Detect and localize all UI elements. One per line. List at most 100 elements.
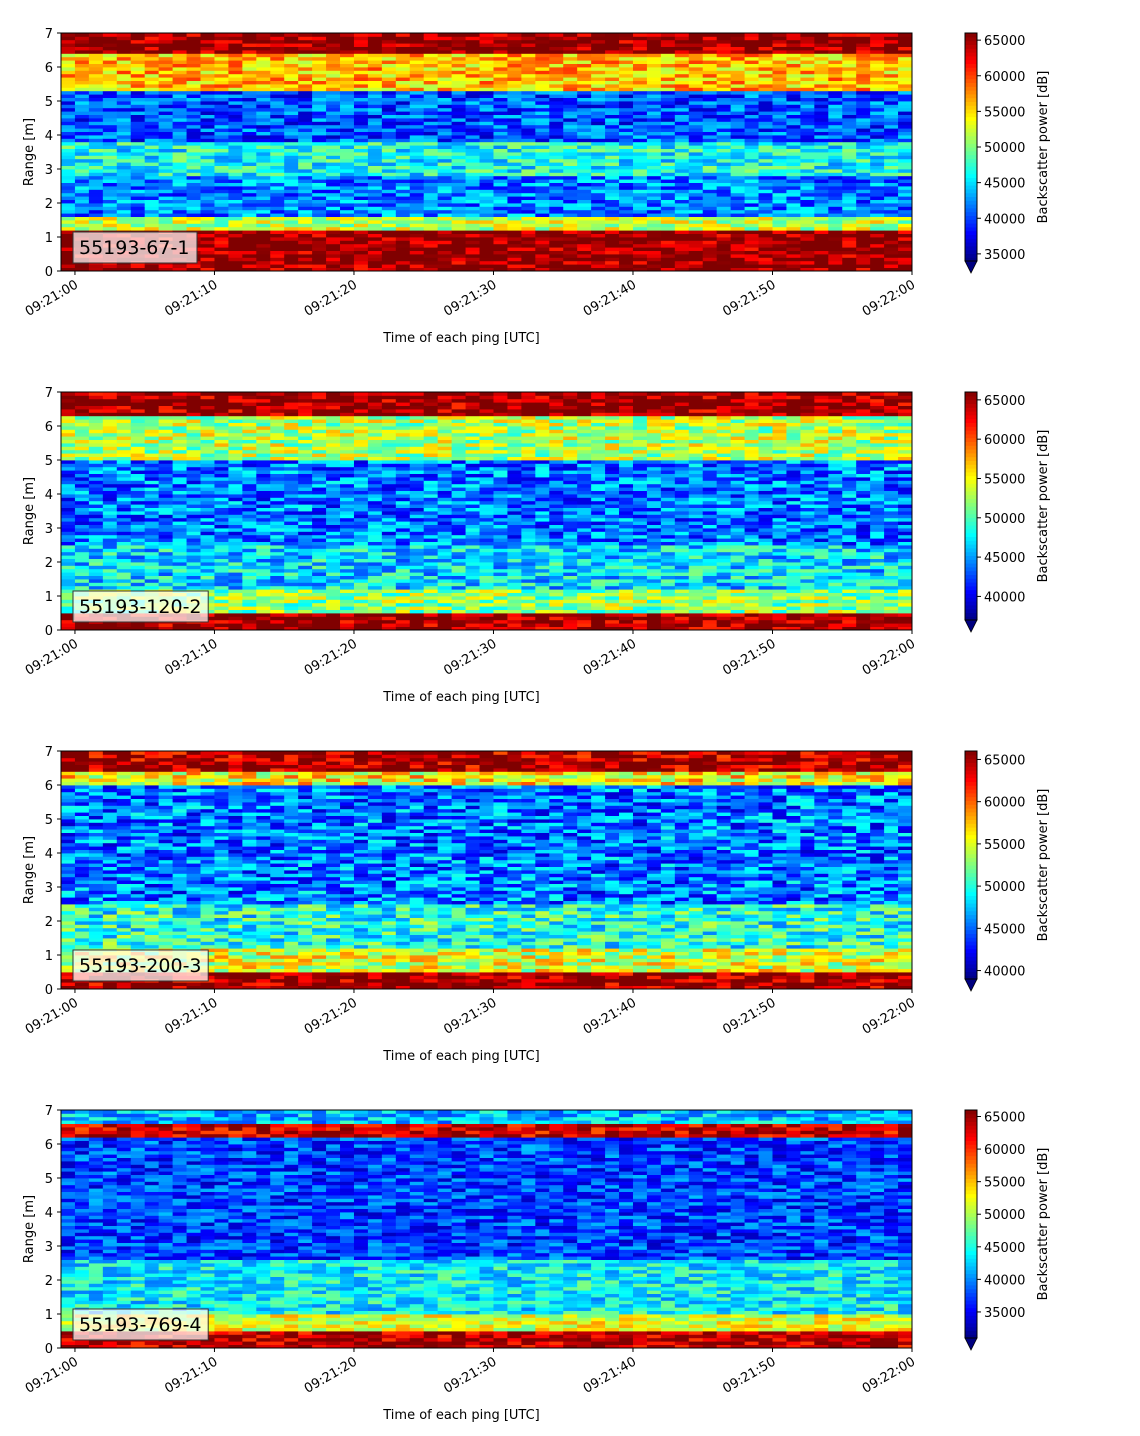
heatmap-cell [786, 155, 801, 160]
heatmap-cell [158, 507, 174, 512]
heatmap-cell [116, 158, 132, 163]
heatmap-cell [591, 260, 606, 265]
heatmap-cell [619, 63, 634, 68]
heatmap-cell [395, 50, 411, 54]
heatmap-cell [660, 138, 676, 143]
heatmap-cell [842, 158, 857, 163]
heatmap-cell [549, 114, 564, 119]
heatmap-cell [158, 121, 174, 126]
heatmap-cell [116, 182, 132, 187]
heatmap-cell [256, 124, 271, 129]
heatmap-cell [74, 500, 90, 505]
heatmap-cell [284, 118, 299, 122]
heatmap-cell [716, 165, 732, 170]
heatmap-cell [535, 169, 550, 173]
heatmap-cell [898, 192, 912, 197]
heatmap-cell [688, 165, 704, 170]
heatmap-cell [172, 148, 188, 153]
heatmap-cell [828, 70, 843, 75]
heatmap-cell [605, 267, 620, 271]
heatmap-cell [786, 267, 801, 271]
heatmap-cell [605, 128, 620, 132]
heatmap-cell [270, 230, 285, 234]
heatmap-cell [521, 267, 536, 271]
heatmap-cell [144, 538, 160, 542]
heatmap-cell [214, 60, 230, 64]
heatmap-cell [632, 260, 648, 265]
heatmap-cell [577, 104, 592, 109]
heatmap-cell [200, 240, 216, 245]
heatmap-cell [730, 192, 746, 197]
panel-label-text: 55193-67-1 [79, 237, 189, 259]
heatmap-cell [898, 237, 912, 241]
heatmap-cell [577, 39, 592, 44]
colorbar-segment [965, 128, 977, 133]
heatmap-cell [144, 87, 160, 92]
heatmap-cell [674, 254, 690, 258]
heatmap-cell [646, 43, 662, 47]
heatmap-cell [102, 128, 118, 132]
heatmap-cell [116, 575, 132, 580]
heatmap-cell [74, 470, 90, 474]
heatmap-cell [730, 138, 746, 143]
heatmap-cell [772, 165, 788, 170]
heatmap-cell [367, 33, 383, 37]
heatmap-cell [200, 179, 216, 183]
heatmap-cell [61, 415, 76, 420]
heatmap-cell [493, 172, 509, 177]
heatmap-cell [884, 33, 899, 37]
heatmap-cell [74, 426, 90, 430]
heatmap-cell [88, 534, 104, 539]
heatmap-cell [130, 264, 146, 268]
heatmap-cell [312, 186, 327, 190]
heatmap-cell [772, 84, 788, 88]
heatmap-cell [884, 36, 899, 41]
heatmap-cell [619, 94, 634, 98]
heatmap-cell [605, 216, 620, 221]
heatmap-cell [130, 141, 146, 146]
heatmap-cell [409, 233, 425, 238]
heatmap-cell [214, 135, 230, 139]
heatmap-cell [270, 114, 285, 119]
heatmap-cell [284, 186, 299, 190]
heatmap-cell [591, 267, 606, 271]
heatmap-cell [591, 165, 606, 170]
heatmap-cell [298, 206, 313, 211]
heatmap-cell [74, 111, 90, 115]
heatmap-cell [437, 209, 453, 214]
heatmap-cell [702, 128, 718, 132]
heatmap-cell [144, 43, 160, 47]
heatmap-cell [730, 155, 746, 160]
heatmap-cell [270, 155, 285, 160]
heatmap-cell [646, 138, 662, 143]
heatmap-cell [772, 179, 788, 183]
heatmap-cell [423, 192, 439, 197]
heatmap-cell [758, 230, 774, 234]
heatmap-cell [228, 141, 243, 146]
heatmap-cell [605, 114, 620, 119]
heatmap-cell [61, 562, 76, 566]
heatmap-cell [144, 456, 160, 461]
heatmap-cell [535, 148, 550, 153]
heatmap-cell [270, 243, 285, 248]
heatmap-cell [535, 101, 550, 105]
heatmap-cell [367, 223, 383, 228]
heatmap-cell [702, 247, 718, 251]
heatmap-cell [88, 104, 104, 109]
heatmap-cell [688, 145, 704, 149]
heatmap-cell [828, 230, 843, 234]
heatmap-cell [535, 36, 550, 41]
heatmap-cell [158, 449, 174, 454]
heatmap-cell [744, 172, 760, 177]
heatmap-cell [758, 196, 774, 200]
heatmap-cell [786, 141, 801, 146]
heatmap-cell [493, 53, 509, 58]
heatmap-cell [702, 141, 718, 146]
heatmap-cell [116, 456, 132, 461]
heatmap-cell [61, 223, 76, 228]
heatmap-cell [730, 53, 746, 58]
heatmap-cell [772, 36, 788, 41]
heatmap-cell [353, 50, 369, 54]
heatmap-cell [130, 432, 146, 437]
heatmap-cell [200, 233, 216, 238]
